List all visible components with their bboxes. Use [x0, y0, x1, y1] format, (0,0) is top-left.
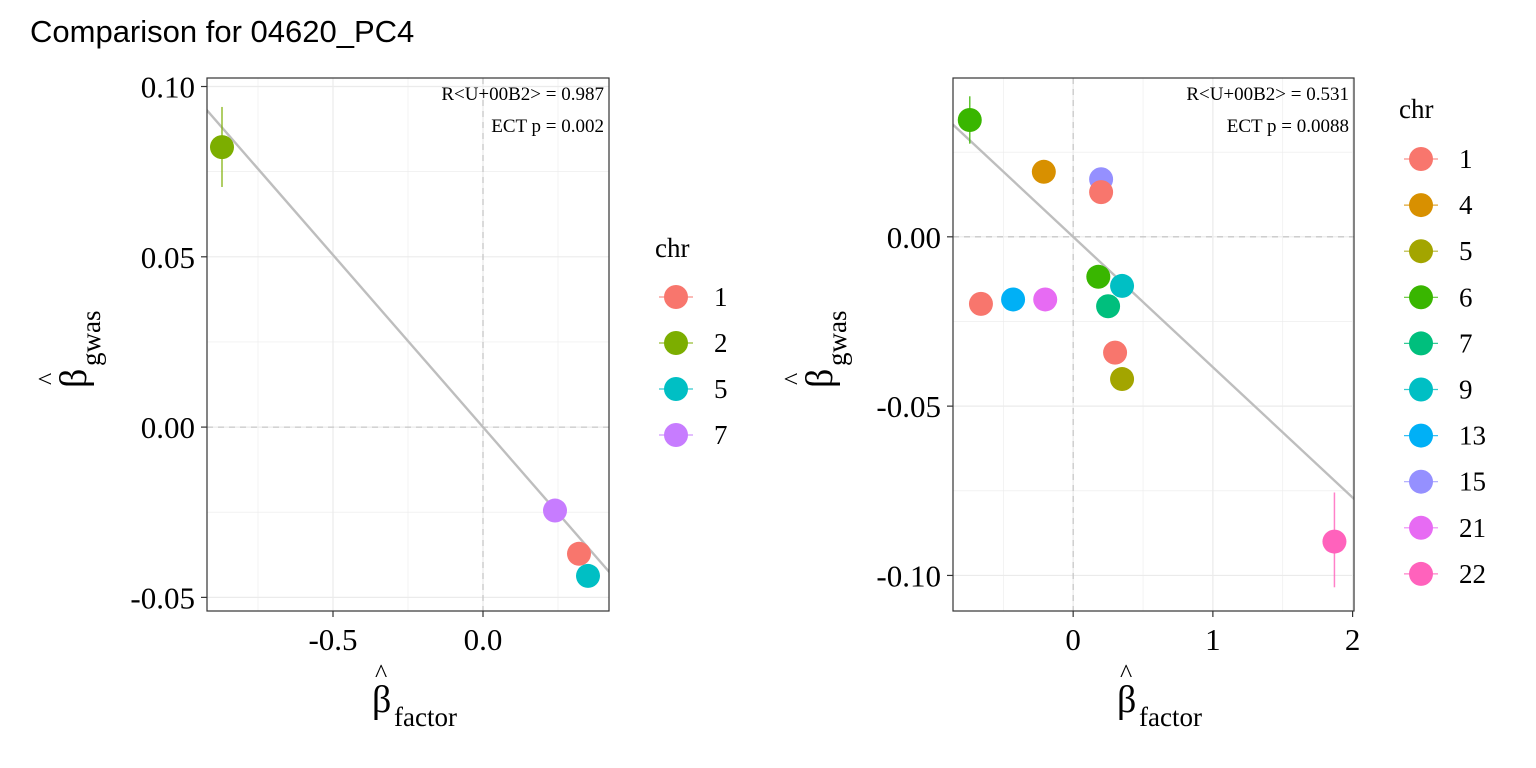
y-axis-label: β^ gwas [33, 311, 106, 389]
point-chr-7 [543, 498, 567, 523]
legend-label-chr-7: 7 [1459, 328, 1473, 358]
legend-key-chr-1 [664, 285, 688, 309]
legend-key-chr-5 [664, 377, 688, 401]
legend-label-chr-7: 7 [714, 420, 728, 450]
x-axis-label-hat: ^ [375, 659, 387, 688]
point-chr-6 [1086, 264, 1111, 289]
legend-label-chr-1: 1 [1459, 144, 1473, 174]
point-chr-9 [1110, 273, 1135, 298]
x-tick-label: 0.0 [464, 622, 503, 657]
legend: chr 1 2 5 7 [655, 233, 728, 450]
stat-annotation: R<U+00B2> = 0.531 [1186, 84, 1349, 105]
panel-border [206, 77, 610, 612]
point-chr-21 [1033, 287, 1058, 312]
y-axis-label-hat: ^ [33, 373, 62, 385]
point-chr-1 [968, 291, 993, 316]
legend: chr 1 4 5 6 7 9 13 15 21 22 [1399, 94, 1486, 589]
point-chr-6 [957, 107, 982, 132]
point-chr-5 [576, 563, 600, 588]
x-tick-label: -0.5 [308, 622, 357, 657]
x-axis-label-symbol: β [372, 679, 391, 721]
legend-key-chr-15 [1409, 469, 1433, 494]
x-tick-label: 2 [1345, 622, 1361, 657]
legend-key-chr-2 [664, 331, 688, 355]
point-chr-5 [1110, 367, 1135, 392]
point-chr-4 [1031, 159, 1056, 184]
stat-annotation: ECT p = 0.002 [491, 116, 604, 137]
right-panel: R<U+00B2> = 0.531 ECT p = 0.0088 0 1 2 0.00 -0… [779, 77, 1486, 732]
point-chr-1 [567, 541, 591, 566]
point-chr-7 [1096, 294, 1121, 319]
legend-title: chr [1399, 94, 1433, 124]
y-axis-label-subscript: gwas [822, 311, 852, 367]
y-tick-label: 0.05 [141, 240, 195, 275]
y-axis-label: β^ gwas [779, 311, 852, 389]
legend-label-chr-15: 15 [1459, 467, 1486, 497]
legend-key-chr-13 [1409, 423, 1433, 448]
point-chr-22 [1322, 529, 1347, 554]
x-axis-label: β^factor [1117, 659, 1202, 732]
y-axis-label-hat: ^ [779, 373, 808, 385]
point-chr-13 [1001, 287, 1026, 312]
x-tick-label: 1 [1205, 622, 1221, 657]
legend-label-chr-22: 22 [1459, 559, 1486, 589]
y-tick-label: 0.00 [887, 220, 941, 255]
legend-key-chr-1 [1409, 147, 1433, 171]
legend-label-chr-5: 5 [1459, 236, 1473, 266]
x-axis-label-symbol: β [1117, 679, 1136, 721]
y-axis-label-symbol: β [53, 369, 95, 388]
x-axis-label-subscript: factor [1139, 702, 1202, 732]
point-chr-1 [1089, 180, 1114, 205]
stat-annotation: ECT p = 0.0088 [1227, 116, 1349, 137]
legend-key-chr-7 [664, 423, 688, 447]
legend-label-chr-5: 5 [714, 374, 728, 404]
legend-label-chr-21: 21 [1459, 513, 1486, 543]
data-points [957, 96, 1347, 588]
legend-label-chr-9: 9 [1459, 375, 1473, 405]
legend-key-chr-5 [1409, 239, 1433, 264]
legend-key-chr-22 [1409, 561, 1433, 586]
left-panel: R<U+00B2> = 0.987 ECT p = 0.002 -0.5 0.0 0.1… [33, 70, 728, 732]
legend-key-chr-7 [1409, 331, 1433, 356]
legend-key-chr-4 [1409, 193, 1433, 218]
x-tick-label: 0 [1065, 622, 1081, 657]
y-axis-label-symbol: β [799, 369, 841, 388]
legend-title: chr [655, 233, 689, 263]
x-axis-label-subscript: factor [394, 702, 457, 732]
legend-label-chr-1: 1 [714, 282, 728, 312]
legend-label-chr-4: 4 [1459, 190, 1473, 220]
point-chr-2 [210, 135, 234, 160]
y-tick-label: 0.10 [141, 70, 195, 105]
point-chr-1 [1103, 340, 1128, 365]
x-axis-label: β^factor [372, 659, 457, 732]
legend-label-chr-13: 13 [1459, 421, 1486, 451]
y-axis-label-subscript: gwas [76, 311, 106, 367]
y-tick-label: -0.10 [876, 558, 941, 593]
y-tick-label: -0.05 [130, 580, 195, 615]
legend-label-chr-6: 6 [1459, 282, 1473, 312]
figure-title: Comparison for 04620_PC4 [30, 14, 414, 49]
regression-line [953, 123, 1354, 501]
x-axis-label-hat: ^ [1120, 659, 1132, 688]
y-tick-label: -0.05 [876, 389, 941, 424]
stat-annotation: R<U+00B2> = 0.987 [441, 84, 604, 105]
legend-label-chr-2: 2 [714, 328, 728, 358]
data-points [210, 106, 600, 588]
y-tick-label: 0.00 [141, 410, 195, 445]
legend-key-chr-9 [1409, 377, 1433, 402]
panel-background [953, 78, 1354, 611]
panel-border [952, 77, 1355, 612]
legend-key-chr-6 [1409, 285, 1433, 310]
legend-key-chr-21 [1409, 515, 1433, 540]
